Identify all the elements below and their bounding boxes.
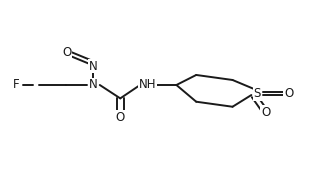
Text: O: O	[261, 106, 270, 119]
Text: NH: NH	[139, 79, 156, 91]
Text: S: S	[254, 87, 261, 100]
Text: O: O	[284, 87, 293, 100]
Text: F: F	[13, 79, 20, 91]
Text: O: O	[116, 111, 125, 124]
Text: N: N	[89, 79, 98, 91]
Text: O: O	[62, 46, 71, 59]
Text: N: N	[89, 60, 98, 73]
